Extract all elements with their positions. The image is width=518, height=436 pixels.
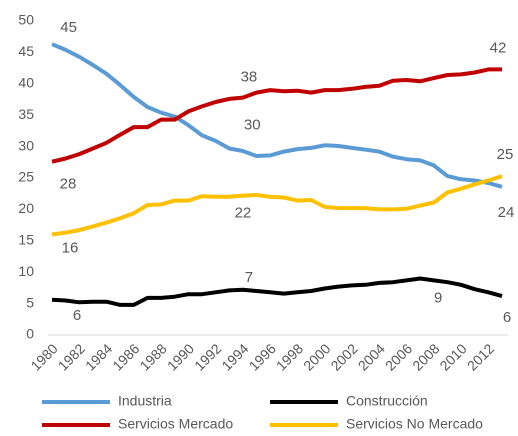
y-tick-label: 15	[18, 232, 34, 248]
legend-label: Industria	[118, 393, 172, 409]
data-label: 9	[434, 289, 442, 306]
data-label: 16	[62, 239, 79, 256]
x-tick-label: 1998	[273, 340, 306, 373]
series-line	[51, 42, 503, 189]
x-tick-label: 2006	[382, 340, 415, 373]
x-tick-label: 2002	[327, 340, 360, 373]
data-label: 30	[244, 116, 261, 133]
x-tick-label: 2000	[300, 340, 333, 373]
x-tick-label: 2010	[436, 340, 469, 373]
data-label: 7	[245, 269, 253, 286]
y-tick-label: 0	[26, 326, 34, 342]
y-tick-label: 5	[26, 294, 34, 310]
x-tick-label: 1986	[109, 340, 142, 373]
x-tick-label: 1990	[164, 340, 197, 373]
data-label: 22	[235, 205, 252, 222]
y-tick-label: 10	[18, 263, 34, 279]
y-tick-label: 25	[18, 169, 34, 185]
y-tick-label: 20	[18, 200, 34, 216]
legend-label: Construcción	[346, 393, 428, 409]
legend-label: Servicios No Mercado	[346, 416, 483, 432]
y-tick-label: 40	[18, 75, 34, 91]
data-label: 45	[60, 19, 77, 36]
data-label: 24	[498, 204, 515, 221]
series-line	[51, 174, 503, 237]
data-label: 38	[241, 69, 258, 86]
y-tick-label: 30	[18, 137, 34, 153]
x-tick-label: 1980	[27, 340, 60, 373]
x-tick-label: 2004	[355, 340, 388, 373]
data-label: 42	[490, 39, 507, 56]
data-label: 6	[503, 309, 511, 326]
data-label: 6	[73, 307, 81, 324]
data-label: 25	[497, 146, 514, 163]
x-tick-label: 1988	[136, 340, 169, 373]
series-line	[51, 276, 503, 307]
series-line	[51, 67, 502, 164]
x-tick-label: 1994	[218, 340, 251, 373]
y-tick-label: 35	[18, 106, 34, 122]
legend-label: Servicios Mercado	[118, 416, 233, 432]
x-tick-label: 1996	[246, 340, 279, 373]
x-tick-label: 2008	[409, 340, 442, 373]
x-tick-label: 1984	[82, 340, 115, 373]
x-tick-label: 1982	[55, 340, 88, 373]
data-label: 28	[60, 176, 77, 193]
y-tick-label: 45	[18, 43, 34, 59]
x-tick-label: 1992	[191, 340, 224, 373]
x-tick-label: 2012	[464, 340, 497, 373]
y-tick-label: 50	[18, 12, 34, 28]
